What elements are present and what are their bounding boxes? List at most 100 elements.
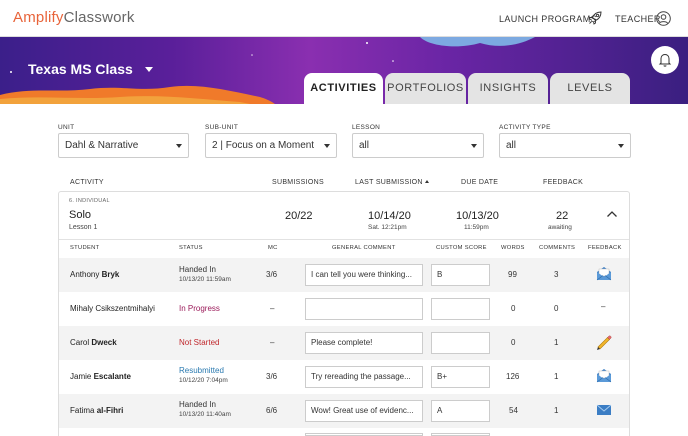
activity-lesson: Lesson 1	[69, 224, 98, 231]
user-icon[interactable]	[656, 11, 671, 26]
envelope-open-icon[interactable]	[596, 368, 612, 383]
tab-activities[interactable]: ACTIVITIES	[304, 73, 383, 104]
column-header-feedback[interactable]: FEEDBACK	[543, 179, 584, 186]
student-last-name: Csikszentmihalyi	[95, 304, 155, 313]
general-comment-input[interactable]: Wow! Great use of evidenc...	[305, 400, 423, 422]
student-comments: 1	[554, 338, 559, 347]
chevron-down-icon	[471, 144, 477, 148]
student-name[interactable]: Fatima al-Fihri	[70, 406, 123, 415]
student-words: 54	[509, 406, 518, 415]
student-col-status[interactable]: STATUS	[179, 245, 203, 251]
chevron-up-icon[interactable]	[606, 210, 618, 218]
student-first-name: Carol	[70, 338, 90, 347]
student-name[interactable]: Anthony Bryk	[70, 270, 119, 279]
top-bar: AmplifyClasswork LAUNCH PROGRAMS TEACHER	[0, 0, 688, 37]
activity-last-submission-date: 10/14/20	[368, 210, 411, 222]
student-words: 99	[508, 270, 517, 279]
tab-insights[interactable]: INSIGHTS	[468, 73, 548, 104]
general-comment-input[interactable]: I can tell you were thinking...	[305, 264, 423, 286]
activity-submissions: 20/22	[285, 210, 313, 222]
student-words: 0	[511, 304, 516, 313]
envelope-open-icon[interactable]	[596, 266, 612, 281]
unit-select[interactable]: Dahl & Narrative	[58, 133, 189, 158]
student-name[interactable]: Mihaly Csikszentmihalyi	[70, 304, 155, 313]
subunit-select-value: 2 | Focus on a Moment	[212, 140, 315, 151]
envelope-icon[interactable]	[596, 404, 612, 416]
student-status-time: 10/13/20 11:40am	[179, 411, 231, 418]
chevron-down-icon	[618, 144, 624, 148]
notifications-button[interactable]	[651, 46, 679, 74]
student-first-name: Fatima	[70, 406, 95, 415]
general-comment-input[interactable]: Try rereading the passage...	[305, 366, 423, 388]
launch-programs-link[interactable]: LAUNCH PROGRAMS	[499, 14, 598, 24]
unit-select-value: Dahl & Narrative	[65, 140, 139, 151]
general-comment-input[interactable]: Please complete!	[305, 332, 423, 354]
custom-score-input[interactable]: B+	[431, 366, 490, 388]
class-dropdown-caret-icon[interactable]	[145, 67, 153, 72]
column-header-submissions[interactable]: SUBMISSIONS	[272, 179, 324, 186]
column-header-last-submission[interactable]: LAST SUBMISSION	[355, 179, 429, 186]
class-name[interactable]: Texas MS Class	[28, 61, 133, 77]
column-header-activity[interactable]: ACTIVITY	[70, 179, 104, 186]
student-col-custom-score[interactable]: CUSTOM SCORE	[436, 245, 487, 251]
chevron-down-icon	[176, 144, 182, 148]
pencil-icon[interactable]	[595, 333, 613, 351]
student-col-words[interactable]: WORDS	[501, 245, 525, 251]
activity-type: 6. INDIVIDUAL	[69, 198, 110, 204]
general-comment-input[interactable]	[305, 298, 423, 320]
student-last-name: Dweck	[91, 338, 117, 347]
sort-ascending-icon	[424, 180, 429, 183]
lesson-select-value: all	[359, 140, 370, 151]
custom-score-input[interactable]: A	[431, 400, 490, 422]
activity-feedback-count: 22	[556, 210, 569, 222]
student-name[interactable]: Carol Dweck	[70, 338, 117, 347]
custom-score-input[interactable]	[431, 332, 490, 354]
subunit-label: SUB-UNIT	[205, 124, 239, 131]
subunit-select[interactable]: 2 | Focus on a Moment	[205, 133, 337, 158]
logo-text-amplify: Amplify	[13, 9, 64, 26]
card-divider	[59, 239, 629, 240]
chevron-down-icon	[324, 144, 330, 148]
student-mc: 6/6	[266, 406, 278, 415]
bell-icon	[658, 53, 672, 67]
custom-score-input[interactable]: B	[431, 264, 490, 286]
feedback-dash: –	[601, 302, 606, 311]
lesson-select[interactable]: all	[352, 133, 484, 158]
student-mc: –	[270, 304, 275, 313]
teacher-menu[interactable]: TEACHER	[615, 14, 661, 24]
student-name[interactable]: Jamie Escalante	[70, 372, 131, 381]
rocket-icon[interactable]	[588, 11, 602, 25]
activity-name[interactable]: Solo	[69, 209, 92, 221]
student-status-time: 10/12/20 7:04pm	[179, 377, 228, 384]
student-comments: 1	[554, 372, 559, 381]
logo-text-classwork: Classwork	[63, 9, 135, 26]
student-col-general-comment: GENERAL COMMENT	[332, 245, 396, 251]
student-mc: 3/6	[266, 270, 278, 279]
student-first-name: Anthony	[70, 270, 100, 279]
student-last-name: Escalante	[93, 372, 131, 381]
activity-type-select-value: all	[506, 140, 517, 151]
student-col-feedback[interactable]: FEEDBACK	[588, 245, 622, 251]
activity-due-date: 10/13/20	[456, 210, 499, 222]
amplify-classwork-logo[interactable]: AmplifyClasswork	[13, 9, 135, 26]
student-col-mc[interactable]: MC	[268, 245, 278, 251]
lesson-label: LESSON	[352, 124, 381, 131]
student-words: 126	[506, 372, 520, 381]
student-status: Handed In	[179, 265, 216, 274]
student-status: In Progress	[179, 304, 220, 313]
student-col-comments[interactable]: COMMENTS	[539, 245, 576, 251]
student-last-name: al-Fihri	[96, 406, 124, 415]
student-comments: 3	[554, 270, 559, 279]
column-header-due-date[interactable]: DUE DATE	[461, 179, 499, 186]
banner-background-art	[0, 37, 535, 104]
tab-portfolios[interactable]: PORTFOLIOS	[385, 73, 466, 104]
student-col-student[interactable]: STUDENT	[70, 245, 100, 251]
activity-due-time: 11:59pm	[464, 224, 489, 231]
student-status: Resubmitted	[179, 366, 224, 375]
unit-label: UNIT	[58, 124, 75, 131]
student-comments: 0	[554, 304, 559, 313]
activity-type-select[interactable]: all	[499, 133, 631, 158]
custom-score-input[interactable]	[431, 298, 490, 320]
activity-type-label: ACTIVITY TYPE	[499, 124, 551, 131]
tab-levels[interactable]: LEVELS	[550, 73, 630, 104]
